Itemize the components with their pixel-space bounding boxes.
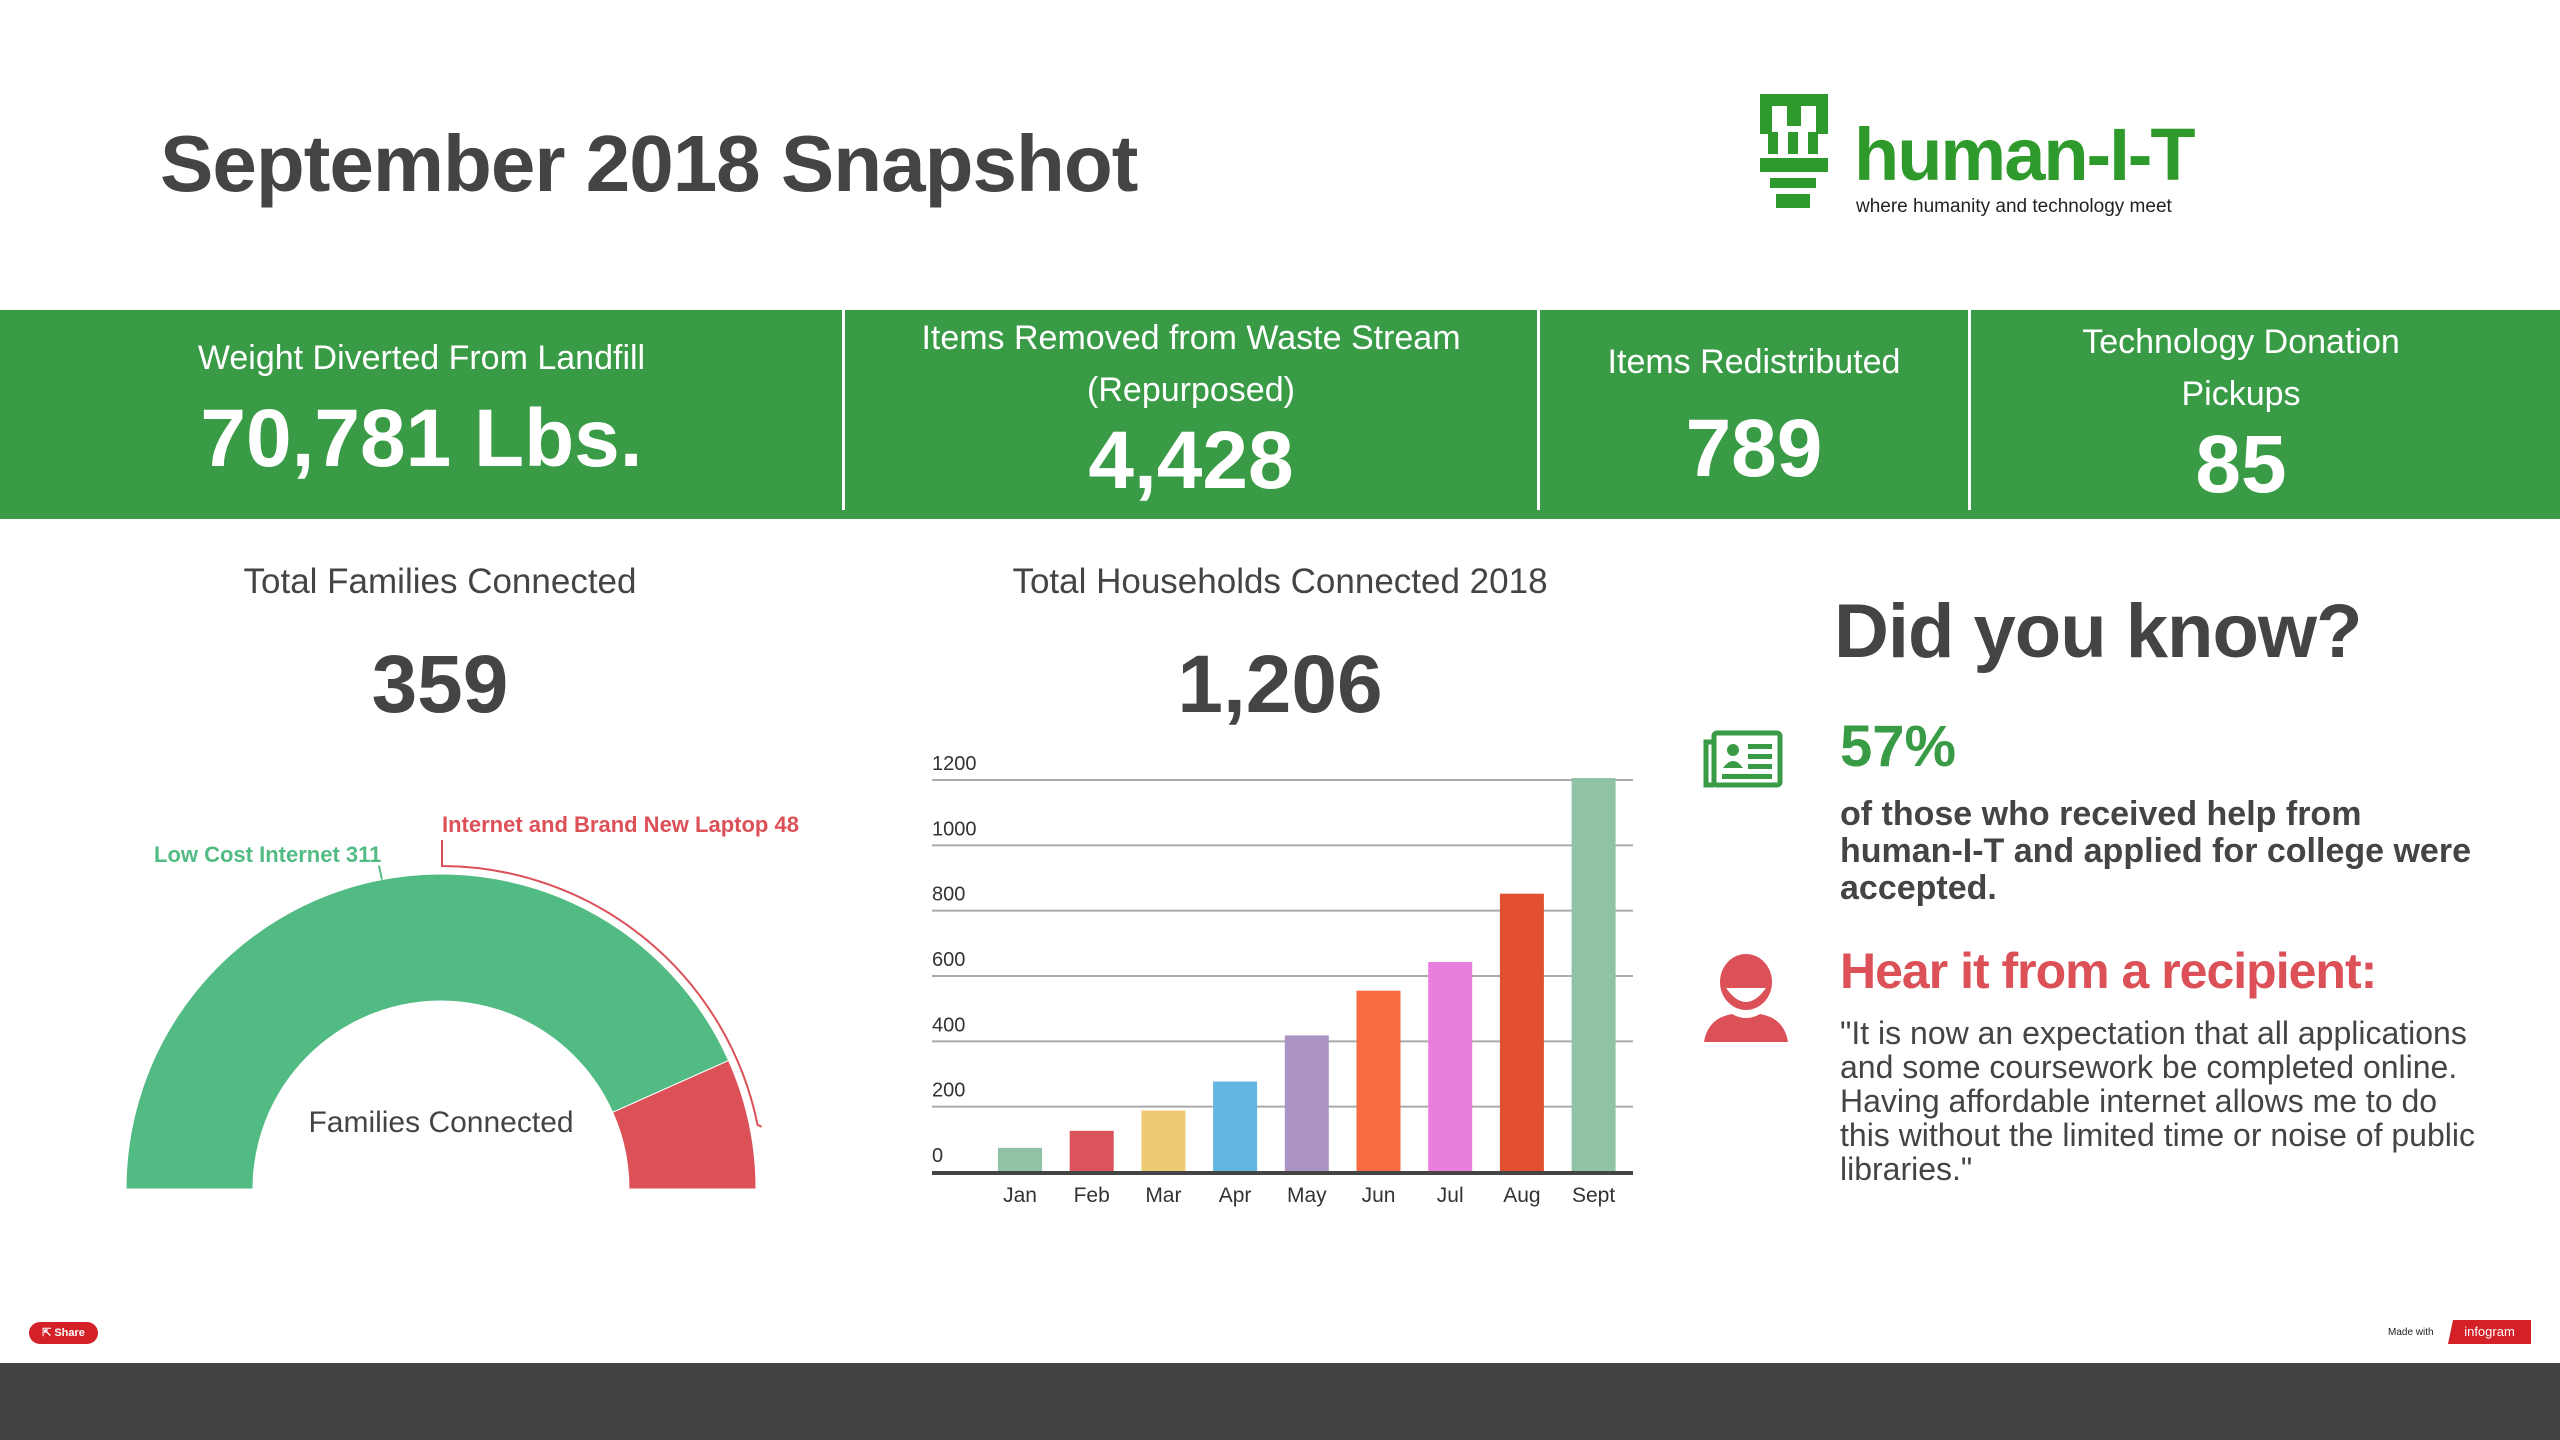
stat-label: Items Removed from Waste Stream <box>921 319 1461 357</box>
stat-value: 85 <box>2195 419 2287 510</box>
bar-aug[interactable] <box>1499 893 1544 1172</box>
x-tick-label: Aug <box>1503 1184 1540 1207</box>
text-line: Having affordable internet allows me to … <box>1840 1083 2438 1119</box>
gauge-label-leader-internet <box>377 865 383 880</box>
text-line: human-I-T and applied for college were <box>1840 832 2471 870</box>
stat-label: Pickups <box>2181 375 2301 413</box>
page-title: September 2018 Snapshot <box>160 119 1138 208</box>
households-title: Total Households Connected 2018 <box>1012 562 1548 601</box>
stat-label: (Repurposed) <box>1087 371 1295 409</box>
text-line: accepted. <box>1840 869 1997 907</box>
share-label: Share <box>54 1327 85 1339</box>
text-line: and some coursework be completed online. <box>1840 1049 2458 1085</box>
did-you-know-heading: Did you know? <box>1834 589 2362 674</box>
gauge-label-low-cost-internet: Low Cost Internet 311 <box>154 842 381 867</box>
stat-items-redistributed: Items Redistributed 789 <box>1540 310 1968 519</box>
text-line: "It is now an expectation that all appli… <box>1840 1015 2467 1051</box>
bar-mar[interactable] <box>1141 1110 1186 1172</box>
families-title: Total Families Connected <box>243 562 637 601</box>
x-tick-label: Sept <box>1572 1184 1615 1207</box>
stat-percent: 57% <box>1840 714 1957 779</box>
stat-value: 4,428 <box>1088 415 1294 506</box>
bar-feb[interactable] <box>1069 1130 1114 1172</box>
gauge-segment-low-cost-internet[interactable] <box>125 873 730 1190</box>
logo-tagline: where humanity and technology meet <box>1856 196 2172 217</box>
x-tick-label: Mar <box>1145 1184 1181 1207</box>
x-tick-label: Jun <box>1362 1184 1396 1207</box>
families-total: 359 <box>371 639 509 730</box>
households-total: 1,206 <box>1177 639 1383 730</box>
infogram-link[interactable]: infogram <box>2448 1320 2531 1344</box>
stat-label: Technology Donation <box>2082 323 2400 361</box>
x-tick-label: May <box>1287 1184 1327 1207</box>
x-tick-label: Jul <box>1437 1184 1464 1207</box>
y-tick-label: 800 <box>932 884 965 906</box>
bar-jul[interactable] <box>1428 961 1473 1172</box>
divider <box>842 310 845 510</box>
stat-weight-diverted: Weight Diverted From Landfill 70,781 Lbs… <box>0 310 843 519</box>
stats-band: Weight Diverted From Landfill 70,781 Lbs… <box>0 310 2560 519</box>
person-icon <box>1704 954 1788 1042</box>
logo-wordmark: human-I-T <box>1854 113 2196 196</box>
text-line: libraries." <box>1840 1151 1973 1187</box>
stat-label: Weight Diverted From Landfill <box>197 339 646 377</box>
gauge-segment-laptop[interactable] <box>611 1059 757 1190</box>
stat-value: 789 <box>1685 403 1823 494</box>
gauge-label-leader-laptop <box>441 840 763 1128</box>
text-line: this without the limited time or noise o… <box>1840 1117 2475 1153</box>
gauge-label-laptop: Internet and Brand New Laptop 48 <box>442 812 799 837</box>
stat-items-removed: Items Removed from Waste Stream (Repurpo… <box>845 310 1537 519</box>
y-tick-label: 200 <box>932 1080 965 1102</box>
gauge-center-label: Families Connected <box>308 1106 573 1139</box>
divider <box>1537 310 1540 510</box>
households-bar-chart: 0 200 400 600 800 1000 1200 Jan Feb Mar Apr May Jun J… <box>932 753 1633 1207</box>
y-tick-label: 600 <box>932 949 965 971</box>
stat-donation-pickups: Technology Donation Pickups 85 <box>1971 310 2511 519</box>
y-tick-label: 0 <box>932 1145 943 1167</box>
recipient-quote: "It is now an expectation that all appli… <box>1840 1016 2475 1186</box>
made-with-label: Made with <box>2388 1327 2434 1338</box>
x-tick-label: Jan <box>1003 1184 1037 1207</box>
share-button[interactable]: ⇱ Share <box>29 1322 98 1344</box>
y-tick-label: 400 <box>932 1014 965 1036</box>
stat-label: Items Redistributed <box>1607 343 1901 381</box>
human-it-logo: human-I-T where humanity and technology … <box>1758 92 2218 232</box>
stat-value: 70,781 Lbs. <box>200 393 643 484</box>
text-line: of those who received help from <box>1840 795 2362 833</box>
x-tick-label: Apr <box>1219 1184 1252 1207</box>
x-tick-label: Feb <box>1074 1184 1110 1207</box>
families-gauge-chart: Low Cost Internet 311 Internet and Brand… <box>125 812 799 1190</box>
divider <box>1968 310 1971 510</box>
y-tick-label: 1200 <box>932 753 977 775</box>
bar-jan[interactable] <box>998 1147 1042 1172</box>
bar-may[interactable] <box>1284 1035 1329 1172</box>
stat-description: of those who received help from human-I-… <box>1840 796 2471 907</box>
bar-apr[interactable] <box>1213 1081 1258 1172</box>
bar-sept[interactable] <box>1571 778 1616 1172</box>
y-tick-label: 1000 <box>932 818 977 840</box>
share-icon: ⇱ <box>42 1327 55 1339</box>
logo-mark-icon <box>1760 94 1828 208</box>
bar-jun[interactable] <box>1356 990 1401 1172</box>
quote-heading: Hear it from a recipient: <box>1840 943 2377 999</box>
newspaper-profile-icon <box>1703 730 1783 788</box>
footer-bar <box>0 1363 2560 1440</box>
